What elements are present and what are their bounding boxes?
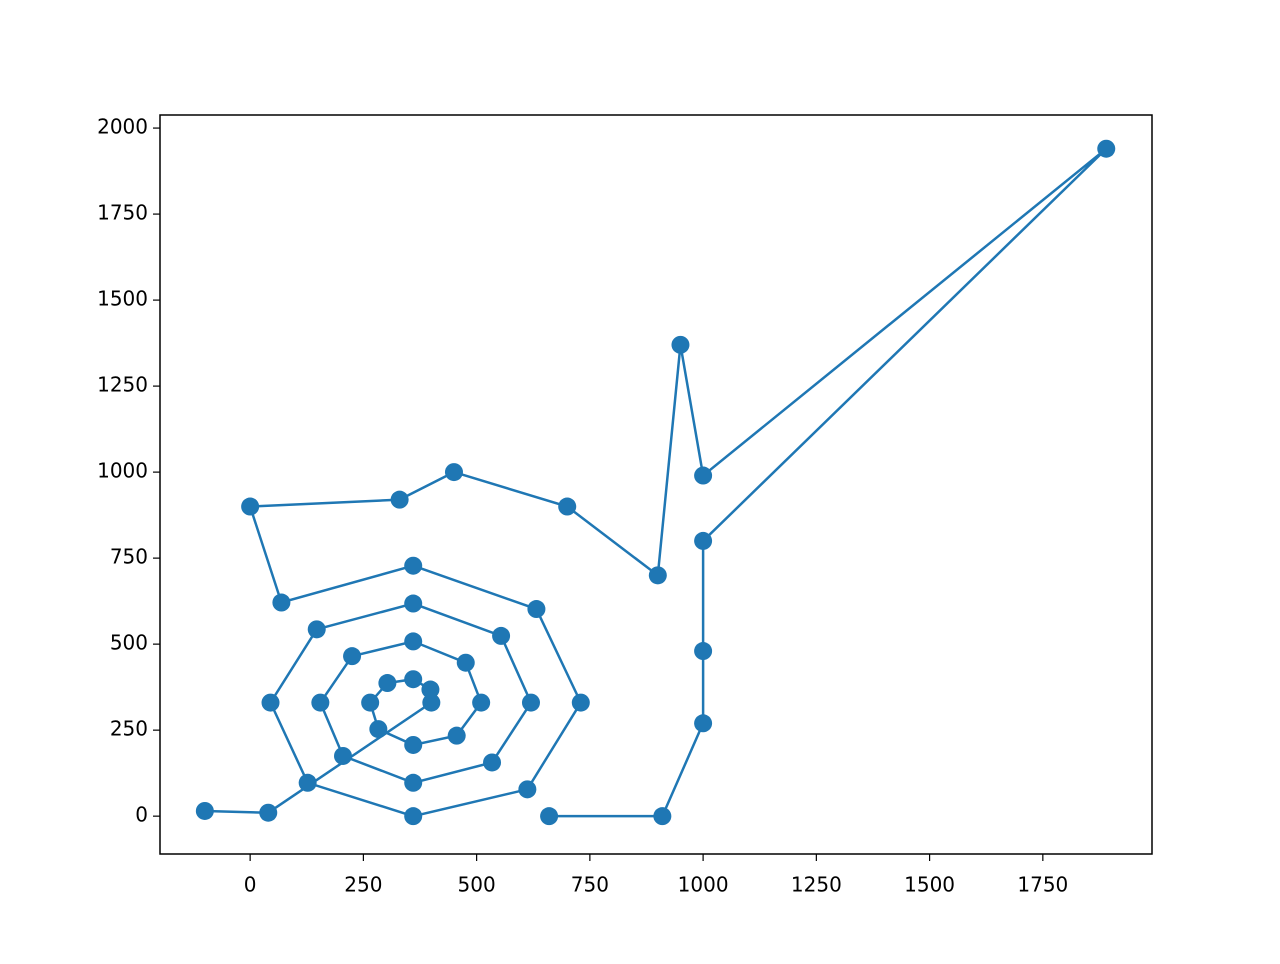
marker bbox=[241, 497, 260, 516]
marker bbox=[483, 753, 502, 772]
marker bbox=[1097, 139, 1116, 158]
marker bbox=[404, 807, 423, 826]
y-tick-label: 1250 bbox=[97, 373, 148, 397]
plot-area bbox=[195, 139, 1116, 826]
marker bbox=[298, 773, 317, 792]
marker bbox=[521, 693, 540, 712]
y-tick-label: 750 bbox=[110, 545, 148, 569]
marker bbox=[272, 593, 291, 612]
marker bbox=[361, 693, 380, 712]
marker bbox=[195, 801, 214, 820]
marker bbox=[307, 620, 326, 639]
marker bbox=[404, 670, 423, 689]
x-tick-label: 1500 bbox=[904, 873, 955, 897]
marker bbox=[518, 780, 537, 799]
marker bbox=[404, 735, 423, 754]
marker bbox=[571, 693, 590, 712]
marker bbox=[333, 746, 352, 765]
marker bbox=[404, 594, 423, 613]
marker bbox=[261, 693, 280, 712]
marker bbox=[694, 531, 713, 550]
y-tick-label: 0 bbox=[135, 803, 148, 827]
y-tick-label: 250 bbox=[110, 717, 148, 741]
marker bbox=[378, 674, 397, 693]
marker bbox=[558, 497, 577, 516]
marker bbox=[343, 647, 362, 666]
marker bbox=[444, 463, 463, 482]
marker bbox=[492, 626, 511, 645]
marker bbox=[694, 466, 713, 485]
marker bbox=[648, 566, 667, 585]
x-tick-label: 250 bbox=[344, 873, 382, 897]
marker bbox=[259, 803, 278, 822]
x-tick-label: 1000 bbox=[678, 873, 729, 897]
marker bbox=[472, 693, 491, 712]
marker bbox=[421, 680, 440, 699]
marker bbox=[694, 714, 713, 733]
x-tick-label: 1750 bbox=[1017, 873, 1068, 897]
marker bbox=[456, 653, 475, 672]
marker bbox=[447, 726, 466, 745]
y-tick-label: 1000 bbox=[97, 459, 148, 483]
marker bbox=[404, 632, 423, 651]
y-tick-label: 500 bbox=[110, 631, 148, 655]
marker bbox=[422, 693, 441, 712]
marker bbox=[369, 720, 388, 739]
y-tick-label: 1750 bbox=[97, 201, 148, 225]
marker bbox=[694, 642, 713, 661]
x-tick-label: 1250 bbox=[791, 873, 842, 897]
marker bbox=[653, 807, 672, 826]
y-tick-label: 1500 bbox=[97, 287, 148, 311]
marker bbox=[527, 600, 546, 619]
y-tick-label: 2000 bbox=[97, 115, 148, 139]
x-tick-label: 500 bbox=[458, 873, 496, 897]
x-tick-label: 0 bbox=[244, 873, 257, 897]
marker bbox=[404, 556, 423, 575]
marker bbox=[540, 807, 559, 826]
marker bbox=[311, 693, 330, 712]
marker bbox=[390, 490, 409, 509]
x-tick-label: 750 bbox=[571, 873, 609, 897]
marker bbox=[404, 773, 423, 792]
marker bbox=[671, 335, 690, 354]
axes-frame bbox=[159, 114, 1153, 855]
